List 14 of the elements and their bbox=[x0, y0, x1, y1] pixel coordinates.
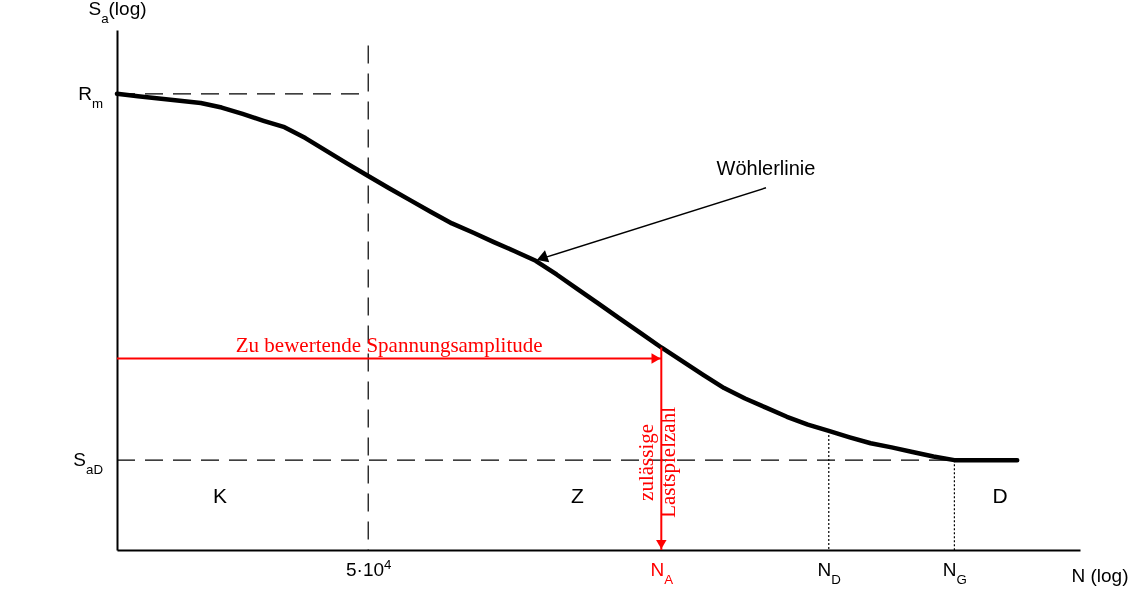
x-axis-title: N (log) bbox=[1071, 564, 1129, 586]
x-tick-label: N$_{G}$ bbox=[942, 558, 967, 586]
x-tick-label: N$_{A}$ bbox=[650, 558, 674, 586]
x-tick-label: 5·10$^{4}$ bbox=[346, 556, 392, 580]
annotation: Z bbox=[570, 484, 584, 508]
annotation: Wöhlerlinie bbox=[716, 156, 816, 179]
ref-line-label: S$_{aD}$ bbox=[73, 449, 103, 477]
y-axis-title: S$_{a}$(log) bbox=[88, 0, 147, 25]
annotation: D bbox=[992, 484, 1008, 508]
ref-line-label: R$_{m}$ bbox=[78, 82, 103, 111]
ref-line-label: Zu bewertende Spannungsamplitude bbox=[235, 333, 543, 358]
x-tick-label: N$_{D}$ bbox=[817, 558, 841, 586]
ref-line-label: zulässige Lastspielzahl bbox=[634, 406, 681, 518]
annotation: K bbox=[213, 484, 228, 508]
